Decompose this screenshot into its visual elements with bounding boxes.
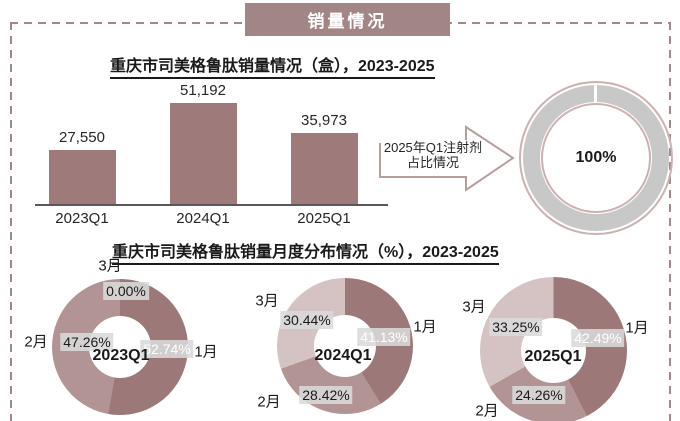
dashed-border-left: [10, 22, 12, 421]
arrow-label-line1: 2025年Q1注射剂: [383, 140, 483, 155]
bar-value-2023q1: 27,550: [59, 129, 105, 146]
x-label-2025q1: 2025Q1: [297, 210, 351, 227]
donut1-jan-month-label: 1月: [194, 343, 218, 361]
donut2-jan-percent-label: 41.13%: [357, 328, 411, 346]
donut2-mar-month-label: 3月: [255, 292, 279, 310]
donut3-center-label: 2025Q1: [524, 348, 582, 365]
donut3-mar-month-label: 3月: [462, 298, 486, 316]
donut3-jan-percent-label: 42.49%: [571, 329, 625, 347]
donut1-center-label: 2023Q1: [92, 347, 150, 364]
donut2-mar-percent-label: 30.44%: [280, 311, 334, 329]
bar-chart-title: 重庆市司美格鲁肽销量情况（盒），2023-2025: [110, 52, 435, 79]
section-banner: 销量情况: [245, 3, 450, 36]
donut2-feb-month-label: 2月: [257, 393, 281, 411]
x-axis-line: [35, 204, 388, 206]
donut1-mar-month-label: 3月: [98, 257, 122, 275]
donut-section-title: 重庆市司美格鲁肽销量月度分布情况（%），2023-2025: [112, 238, 499, 265]
donut2-feb-percent-label: 28.42%: [299, 386, 353, 404]
bar-2023q1: [49, 150, 116, 205]
donut3-jan-month-label: 1月: [625, 319, 649, 337]
banner-title: 销量情况: [307, 12, 388, 31]
ring-outer-circle: [519, 81, 673, 235]
donut1-mar-percent-label: 0.00%: [103, 282, 149, 300]
donut2-center-label: 2024Q1: [314, 347, 372, 364]
arrow-label: 2025年Q1注射剂 占比情况: [381, 140, 485, 170]
ring-center-label: 100%: [575, 149, 617, 166]
dashed-border-right: [669, 22, 671, 421]
donut1-feb-percent-label: 47.26%: [60, 333, 114, 351]
bar-value-2025q1: 35,973: [301, 112, 347, 129]
donut3-feb-month-label: 2月: [475, 402, 499, 420]
donut3-mar-percent-label: 33.25%: [489, 318, 543, 336]
bar-2024q1: [170, 103, 237, 205]
x-label-2024q1: 2024Q1: [176, 210, 230, 227]
quarterly-sales-bar-chart: 27,550 51,192 35,973: [0, 80, 395, 205]
bar-value-2024q1: 51,192: [180, 82, 226, 99]
bar-2025q1: [291, 133, 358, 205]
x-label-2023q1: 2023Q1: [55, 210, 109, 227]
arrow-label-line2: 占比情况: [406, 155, 459, 170]
donut-2024q1: [277, 278, 413, 414]
ring-segment-seam: [594, 85, 597, 102]
injection-share-ring-chart: 100%: [519, 81, 673, 235]
ring-inner-circle: [541, 103, 651, 213]
donut2-jan-month-label: 1月: [413, 318, 437, 336]
donut1-feb-month-label: 2月: [24, 333, 48, 351]
donut1-jan-percent-label: 52.74%: [140, 340, 194, 358]
donut3-feb-percent-label: 24.26%: [512, 386, 566, 404]
